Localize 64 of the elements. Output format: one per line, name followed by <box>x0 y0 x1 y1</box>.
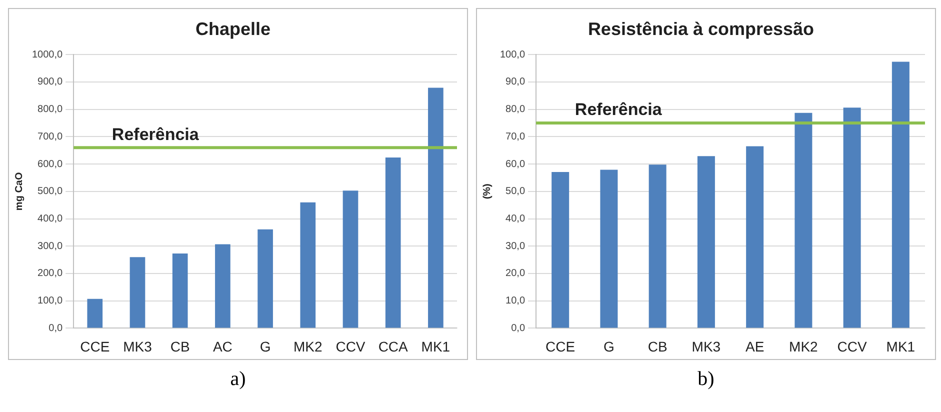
y-axis-title: (%) <box>482 184 493 200</box>
x-tick-label: MK2 <box>789 338 818 354</box>
x-tick-label: AC <box>212 338 232 354</box>
text: a) <box>230 368 246 391</box>
y-tick-label: 60,0 <box>506 158 526 170</box>
bar <box>746 146 764 328</box>
x-tick-label: MK1 <box>421 338 450 354</box>
x-tick-label: CCV <box>837 338 868 354</box>
bar <box>130 257 146 328</box>
bar <box>385 157 401 328</box>
bar <box>215 244 230 328</box>
bar <box>172 254 188 328</box>
ref-line-label: Referência <box>112 124 200 144</box>
bar <box>258 229 273 328</box>
x-tick-label: CCE <box>546 338 576 354</box>
bar <box>794 112 812 328</box>
y-tick-label: 700,0 <box>38 131 64 142</box>
y-tick-label: 300,0 <box>38 240 64 252</box>
y-axis-title: mg CaO <box>14 172 25 211</box>
bar <box>697 156 715 328</box>
y-tick-label: 1000,0 <box>32 49 64 60</box>
y-tick-label: 50,0 <box>506 186 526 198</box>
x-tick-label: MK1 <box>886 338 916 354</box>
x-tick-label: MK2 <box>293 338 322 354</box>
x-tick-label: MK3 <box>123 338 152 354</box>
bar <box>87 298 103 328</box>
x-tick-label: AE <box>745 338 764 354</box>
y-tick-label: 80,0 <box>506 104 526 116</box>
y-tick-label: 20,0 <box>506 268 526 280</box>
bar <box>552 172 570 328</box>
x-tick-label: CB <box>170 338 190 354</box>
bar <box>648 164 666 328</box>
x-tick-label: CCV <box>336 338 366 354</box>
ref-line-label: Referência <box>574 100 662 120</box>
x-tick-label: G <box>604 338 614 354</box>
y-tick-label: 90,0 <box>506 76 526 88</box>
y-tick-label: 800,0 <box>38 104 64 116</box>
y-tick-label: 40,0 <box>506 214 526 225</box>
y-tick-label: 400,0 <box>38 214 64 225</box>
y-tick-label: 600,0 <box>38 158 64 170</box>
chart-title: Resistência à compressão <box>588 18 814 39</box>
bar <box>892 62 910 328</box>
x-tick-label: CB <box>648 338 668 354</box>
x-tick-label: MK3 <box>692 338 721 354</box>
y-tick-label: 70,0 <box>506 131 526 142</box>
bar <box>600 170 618 328</box>
x-tick-label: G <box>260 338 271 354</box>
y-tick-label: 0,0 <box>511 322 526 334</box>
y-tick-label: 900,0 <box>38 76 64 88</box>
y-tick-label: 100,0 <box>38 296 64 307</box>
chart-title: Chapelle <box>195 18 271 39</box>
bar <box>300 202 316 328</box>
bar <box>342 190 358 328</box>
y-tick-label: 500,0 <box>38 186 64 198</box>
y-tick-label: 10,0 <box>506 296 526 307</box>
y-tick-label: 200,0 <box>38 268 64 280</box>
bar <box>843 108 861 328</box>
y-tick-label: 0,0 <box>48 322 64 334</box>
bar <box>428 88 444 328</box>
x-tick-label: CCA <box>378 338 409 354</box>
y-tick-label: 30,0 <box>506 240 526 252</box>
y-tick-label: 100,0 <box>500 49 526 60</box>
text: b) <box>698 368 714 391</box>
x-tick-label: CCE <box>80 338 110 354</box>
